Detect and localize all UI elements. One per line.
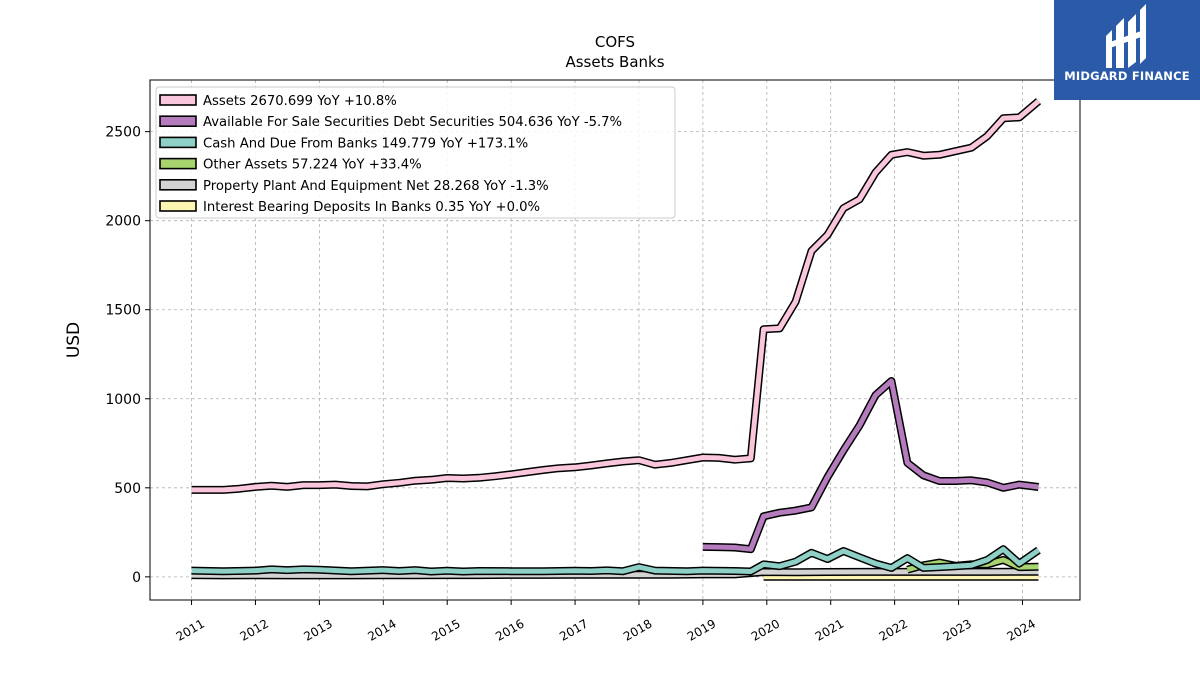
chart-title: COFS — [595, 33, 635, 51]
x-tick-label: 2020 — [749, 616, 782, 643]
x-tick-label: 2018 — [621, 616, 654, 643]
logo-mark-icon — [1106, 4, 1146, 68]
legend-label: Other Assets 57.224 YoY +33.4% — [203, 158, 422, 173]
x-tick-label: 2016 — [493, 616, 526, 643]
logo-text: MIDGARD FINANCE — [1064, 69, 1190, 83]
legend-label: Assets 2670.699 YoY +10.8% — [203, 94, 397, 109]
x-tick-label: 2017 — [557, 616, 590, 643]
plot-frame — [149, 79, 1081, 601]
y-tick-label: 500 — [114, 481, 141, 497]
chart-subtitle: Assets Banks — [565, 53, 664, 71]
x-tick-label: 2022 — [877, 616, 910, 643]
legend-swatch — [159, 157, 197, 170]
legend-swatch — [159, 179, 197, 191]
series-line — [191, 99, 1041, 493]
x-tick-label: 2019 — [685, 616, 718, 643]
series-line — [702, 378, 1039, 552]
x-tick-label: 2015 — [429, 616, 462, 643]
y-tick-label: 1500 — [105, 303, 141, 319]
legend-swatch — [159, 94, 197, 106]
legend: Assets 2670.699 YoY +10.8% Available For … — [155, 86, 676, 219]
legend-label: Cash And Due From Banks 149.779 YoY +173… — [203, 136, 528, 151]
legend-swatch — [159, 115, 197, 127]
x-axis: 2011 2012 2013 2014 2015 2016 2017 2018 2019 2020… — [174, 600, 1038, 644]
x-tick-label: 2014 — [365, 616, 398, 643]
y-axis: 0 500 1000 1500 2000 2500 — [105, 125, 150, 586]
x-tick-label: 2023 — [941, 616, 974, 643]
legend-swatch — [159, 200, 197, 212]
x-tick-label: 2024 — [1005, 616, 1038, 643]
legend-frame — [155, 86, 676, 219]
y-tick-label: 2500 — [105, 125, 141, 141]
x-tick-label: 2013 — [301, 616, 334, 643]
x-tick-label: 2011 — [174, 616, 207, 643]
x-tick-label: 2021 — [813, 616, 846, 643]
legend-label: Available For Sale Securities Debt Secur… — [203, 115, 622, 130]
y-axis-label: USD — [64, 322, 84, 358]
legend-label: Interest Bearing Deposits In Banks 0.35 … — [203, 200, 540, 215]
series-layer — [191, 98, 1042, 581]
brand-logo: MIDGARD FINANCE — [1054, 0, 1200, 100]
x-tick-label: 2012 — [238, 616, 271, 643]
y-tick-label: 0 — [132, 570, 141, 586]
y-tick-label: 2000 — [105, 214, 141, 230]
y-tick-label: 1000 — [105, 392, 141, 408]
series-line — [191, 546, 1040, 574]
legend-swatch — [159, 136, 197, 149]
legend-label: Property Plant And Equipment Net 28.268 … — [203, 179, 549, 194]
